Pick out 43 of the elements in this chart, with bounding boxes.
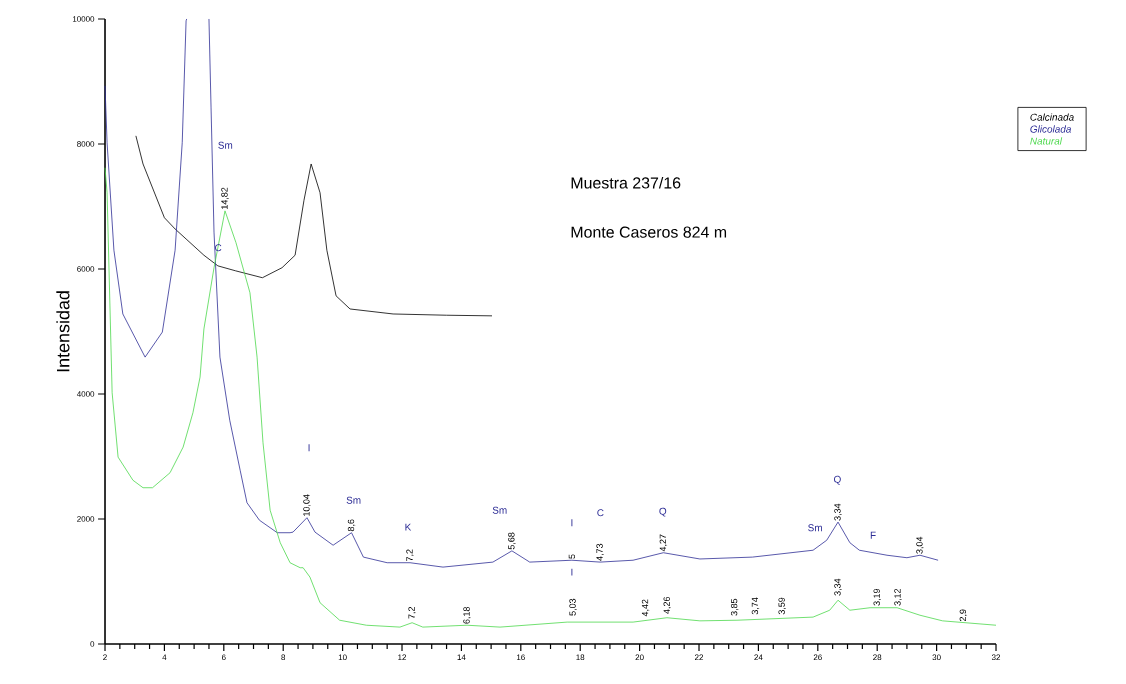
annotation: I [571,568,573,576]
annotation: 6,18 [463,606,471,624]
annotation: 7,2 [408,607,416,619]
annotation: 4,42 [641,599,650,617]
y-axis-title: Intensidad [56,291,70,372]
annotation: 3,12 [894,588,902,606]
annotation: Sm [346,496,361,504]
text: Calcinada [1030,113,1074,121]
annotation: 3,34 [834,578,842,596]
annotation: 3,34 [834,503,842,521]
text: Natural [1030,137,1063,145]
annotation: C [215,244,222,252]
annotation: 5 [568,554,576,559]
line-series [104,167,997,628]
annotation: Sm [218,141,233,149]
annotation: 4,27 [659,534,668,552]
annotation: C [597,509,604,517]
annotation: Sm [492,506,507,514]
annotation: Monte Caseros 824 m [571,226,727,238]
annotation: 10,04 [303,494,311,516]
annotation: 4,73 [596,543,604,561]
annotation: 5,68 [508,532,516,550]
annotation: 3,74 [751,597,760,615]
annotation: K [405,523,412,531]
annotation: F [870,531,876,539]
annotation: Q [659,507,667,517]
annotation: 3,04 [916,536,924,554]
annotation: Sm [808,524,822,532]
line-series [135,135,493,317]
annotation: 7,2 [406,549,414,562]
annotation: 3,19 [873,588,881,606]
annotation: Muestra 237/16 [571,176,681,189]
annotation: I [571,519,573,527]
annotation: 4,26 [663,596,671,614]
annotation: 5,03 [569,598,577,616]
text: Glicolada [1030,125,1072,133]
annotation: 3,85 [730,598,739,616]
annotation: I [308,444,310,452]
annotation: 8,6 [347,519,356,532]
annotation: 2,9 [959,609,968,622]
annotation: Q [834,475,841,485]
annotation: 3,59 [778,597,786,615]
annotation: 14,82 [221,187,229,209]
